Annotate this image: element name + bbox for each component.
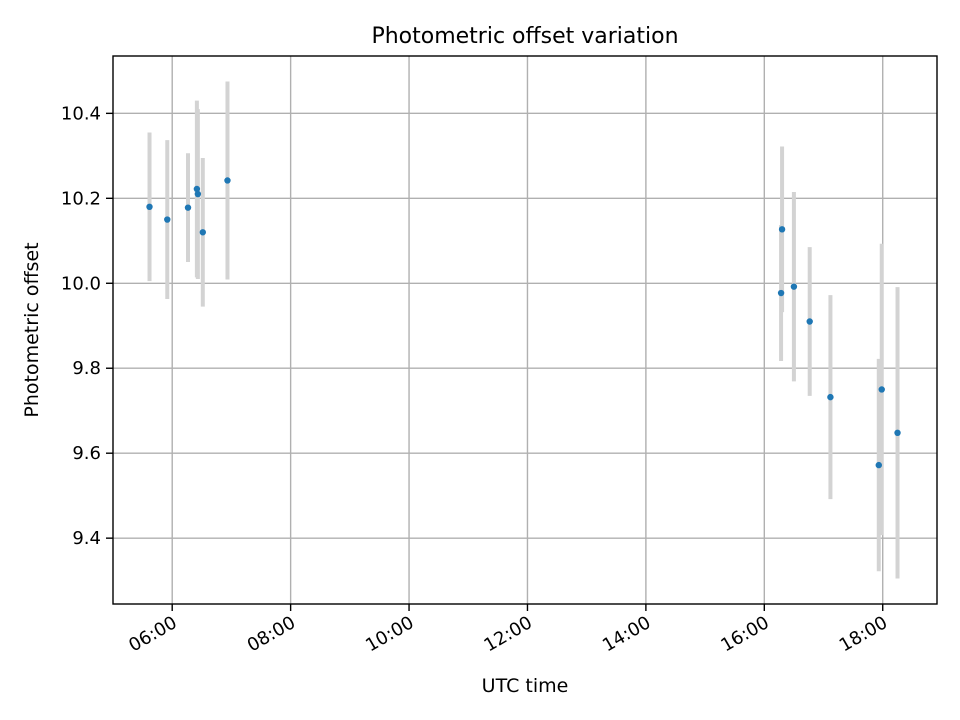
x-tick-label: 08:00 bbox=[244, 612, 299, 656]
x-tick-label: 14:00 bbox=[599, 612, 654, 656]
data-point bbox=[875, 461, 882, 469]
data-point bbox=[790, 283, 798, 290]
data-point bbox=[878, 386, 885, 393]
data-point bbox=[806, 318, 813, 325]
data-point bbox=[199, 229, 207, 236]
y-tick-label: 10.0 bbox=[61, 273, 101, 294]
x-tick-label: 16:00 bbox=[717, 612, 772, 656]
x-axis-ticks: 06:00 08:00 10:00 12:00 14:00 16:00 18:00 bbox=[125, 604, 891, 656]
data-points bbox=[146, 177, 901, 469]
y-tick-label: 9.4 bbox=[72, 528, 101, 549]
x-tick-label: 12:00 bbox=[481, 612, 536, 656]
x-tick-label: 10:00 bbox=[362, 612, 417, 656]
y-axis-ticks: 9.4 9.6 9.8 10.0 10.2 10.4 bbox=[61, 103, 113, 549]
y-tick-label: 9.8 bbox=[72, 358, 101, 379]
data-point bbox=[164, 216, 171, 223]
data-point bbox=[778, 226, 786, 233]
y-tick-label: 9.6 bbox=[72, 443, 101, 464]
y-axis-label: Photometric offset bbox=[21, 242, 43, 417]
data-point bbox=[827, 393, 834, 401]
y-tick-label: 10.4 bbox=[61, 103, 101, 124]
data-point bbox=[194, 190, 202, 198]
data-point bbox=[146, 203, 153, 211]
data-point bbox=[184, 204, 192, 211]
chart-title: Photometric offset variation bbox=[371, 24, 678, 49]
error-bars bbox=[147, 81, 900, 579]
data-point bbox=[224, 177, 231, 184]
data-point bbox=[777, 289, 785, 297]
grid bbox=[113, 56, 937, 604]
plot-frame bbox=[112, 55, 938, 605]
data-point bbox=[193, 185, 201, 193]
x-tick-label: 06:00 bbox=[125, 612, 180, 656]
y-tick-label: 10.2 bbox=[61, 188, 101, 209]
data-point bbox=[894, 429, 901, 437]
x-tick-label: 18:00 bbox=[836, 612, 891, 656]
x-axis-label: UTC time bbox=[482, 675, 569, 697]
